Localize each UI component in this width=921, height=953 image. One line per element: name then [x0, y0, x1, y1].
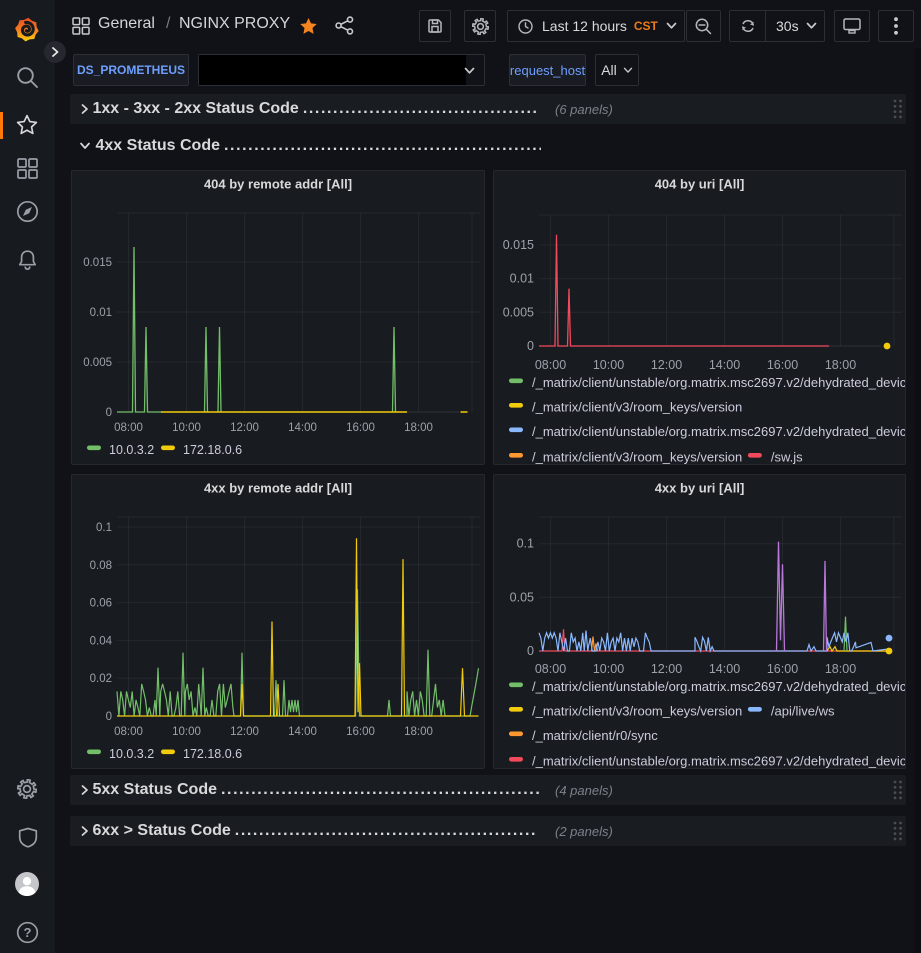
svg-text:/_matrix/client/v3/room_keys/v: /_matrix/client/v3/room_keys/version	[532, 450, 742, 465]
svg-text:0.1: 0.1	[96, 522, 112, 534]
svg-text:16:00: 16:00	[346, 726, 375, 738]
svg-text:18:00: 18:00	[825, 662, 856, 676]
svg-text:16:00: 16:00	[767, 662, 798, 676]
svg-text:0.005: 0.005	[83, 357, 112, 369]
svg-text:10:00: 10:00	[593, 662, 624, 676]
svg-text:16:00: 16:00	[346, 422, 375, 434]
svg-text:0.01: 0.01	[90, 307, 112, 319]
svg-text:4xx by remote addr [All]: 4xx by remote addr [All]	[204, 481, 352, 496]
svg-text:12:00: 12:00	[651, 662, 682, 676]
svg-text:12:00: 12:00	[230, 422, 259, 434]
svg-text:0.015: 0.015	[503, 238, 534, 252]
svg-text:0.02: 0.02	[90, 673, 112, 685]
svg-text:08:00: 08:00	[114, 726, 143, 738]
svg-text:/api/live/ws: /api/live/ws	[771, 704, 835, 719]
svg-text:14:00: 14:00	[709, 358, 740, 372]
svg-text:18:00: 18:00	[825, 358, 856, 372]
svg-text:?: ?	[24, 925, 32, 940]
svg-text:10:00: 10:00	[593, 358, 624, 372]
svg-text:10.0.3.2: 10.0.3.2	[109, 747, 154, 761]
svg-text:10:00: 10:00	[172, 726, 201, 738]
svg-text:08:00: 08:00	[535, 358, 566, 372]
svg-text:08:00: 08:00	[114, 422, 143, 434]
svg-text:18:00: 18:00	[404, 726, 433, 738]
svg-text:14:00: 14:00	[288, 726, 317, 738]
svg-text:16:00: 16:00	[767, 358, 798, 372]
svg-text:0.04: 0.04	[90, 635, 113, 647]
svg-text:0.015: 0.015	[83, 257, 112, 269]
svg-text:0: 0	[106, 407, 112, 419]
svg-text:0: 0	[527, 644, 534, 658]
svg-text:0.1: 0.1	[517, 537, 534, 551]
svg-text:0.01: 0.01	[510, 272, 534, 286]
svg-text:12:00: 12:00	[651, 358, 682, 372]
svg-text:/_matrix/client/unstable/org.m: /_matrix/client/unstable/org.matrix.msc2…	[532, 754, 905, 769]
svg-text:14:00: 14:00	[288, 422, 317, 434]
svg-text:0.05: 0.05	[510, 590, 534, 604]
svg-text:10:00: 10:00	[172, 422, 201, 434]
svg-text:0.08: 0.08	[90, 560, 112, 572]
svg-text:/_matrix/client/v3/room_keys/v: /_matrix/client/v3/room_keys/version	[532, 704, 742, 719]
svg-text:0.005: 0.005	[503, 305, 534, 319]
svg-text:/_matrix/client/unstable/org.m: /_matrix/client/unstable/org.matrix.msc2…	[532, 679, 905, 694]
svg-text:/_matrix/client/r0/sync: /_matrix/client/r0/sync	[532, 728, 658, 743]
svg-text:4xx by uri [All]: 4xx by uri [All]	[655, 481, 745, 496]
svg-text:0: 0	[106, 711, 112, 723]
svg-text:/sw.js: /sw.js	[771, 450, 803, 465]
svg-text:404 by remote addr [All]: 404 by remote addr [All]	[204, 177, 352, 192]
svg-text:18:00: 18:00	[404, 422, 433, 434]
svg-text:14:00: 14:00	[709, 662, 740, 676]
svg-text:10.0.3.2: 10.0.3.2	[109, 443, 154, 457]
svg-text:0: 0	[527, 339, 534, 353]
svg-text:/_matrix/client/v3/room_keys/v: /_matrix/client/v3/room_keys/version	[532, 400, 742, 415]
svg-text:12:00: 12:00	[230, 726, 259, 738]
svg-text:08:00: 08:00	[535, 662, 566, 676]
svg-text:/_matrix/client/unstable/org.m: /_matrix/client/unstable/org.matrix.msc2…	[532, 375, 905, 390]
svg-text:172.18.0.6: 172.18.0.6	[183, 747, 242, 761]
svg-text:/_matrix/client/unstable/org.m: /_matrix/client/unstable/org.matrix.msc2…	[532, 424, 905, 439]
svg-text:404 by uri [All]: 404 by uri [All]	[655, 177, 745, 192]
svg-text:172.18.0.6: 172.18.0.6	[183, 443, 242, 457]
svg-text:0.06: 0.06	[90, 598, 112, 610]
